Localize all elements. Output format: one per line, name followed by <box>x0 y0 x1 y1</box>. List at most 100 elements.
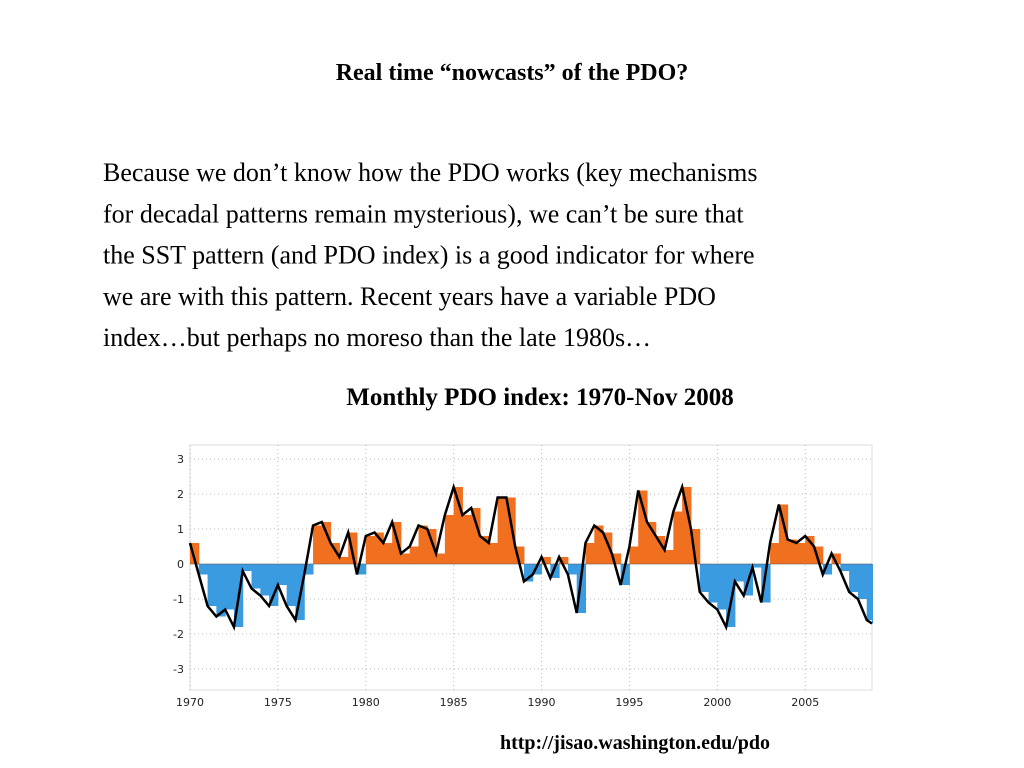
index-bar <box>242 564 253 571</box>
index-bar <box>480 536 490 564</box>
slide-title: Real time “nowcasts” of the PDO? <box>336 60 689 86</box>
index-bar <box>260 564 270 596</box>
index-bar <box>559 557 569 564</box>
y-tick-label: -2 <box>173 628 184 641</box>
index-bar <box>682 487 692 564</box>
index-bar <box>752 564 762 568</box>
index-bar <box>708 564 718 603</box>
index-bar <box>849 564 859 592</box>
index-bar <box>664 550 674 564</box>
source-url: http://jisao.washington.edu/pdo <box>500 732 770 754</box>
index-bar <box>541 557 551 564</box>
index-bar <box>770 543 780 564</box>
index-bar <box>207 564 217 606</box>
index-bar <box>444 515 455 564</box>
index-bar <box>699 564 710 592</box>
index-bar <box>840 564 850 571</box>
index-bar <box>523 564 534 582</box>
index-bar <box>655 536 666 564</box>
body-line: for decadal patterns remain mysterious),… <box>103 199 744 228</box>
index-bar <box>515 546 525 564</box>
index-bar <box>831 553 841 564</box>
index-bar <box>269 564 279 606</box>
index-bar <box>216 564 226 617</box>
index-bar <box>383 543 393 564</box>
y-tick-label: 0 <box>177 558 184 571</box>
index-bar <box>585 543 595 564</box>
body-line: the SST pattern (and PDO index) is a goo… <box>103 241 755 270</box>
index-bar <box>286 564 296 606</box>
body-line: Because we don’t know how the PDO works … <box>103 158 757 187</box>
index-bar <box>409 546 420 564</box>
index-bar <box>611 553 622 564</box>
index-bar <box>506 497 516 564</box>
index-bar <box>787 539 797 564</box>
index-bar <box>356 564 367 575</box>
index-bar <box>796 543 806 564</box>
x-tick-label: 1980 <box>352 696 380 709</box>
index-bar <box>190 543 200 564</box>
index-bar <box>638 490 648 564</box>
index-bar <box>488 543 499 564</box>
index-bar <box>813 546 824 564</box>
index-bar <box>427 529 437 564</box>
index-bar <box>734 564 745 582</box>
y-tick-label: 1 <box>177 523 184 536</box>
y-tick-label: 2 <box>177 488 184 501</box>
index-bar <box>857 564 868 599</box>
x-tick-label: 1975 <box>264 696 292 709</box>
index-bar <box>497 497 507 564</box>
y-tick-label: 3 <box>177 453 184 466</box>
index-bar <box>304 564 314 575</box>
x-tick-label: 1990 <box>528 696 556 709</box>
y-tick-label: -3 <box>173 663 184 676</box>
index-bar <box>321 522 332 564</box>
smoothed-line <box>188 482 873 632</box>
index-bar <box>717 564 727 610</box>
index-bar <box>872 564 873 624</box>
index-bar <box>647 522 657 564</box>
index-bar <box>805 536 815 564</box>
index-bar <box>330 543 340 564</box>
body-line: index…but perhaps no moreso than the lat… <box>103 323 651 352</box>
index-bar <box>348 532 358 564</box>
index-bar <box>453 487 463 564</box>
x-tick-label: 1985 <box>440 696 468 709</box>
index-bar <box>365 536 376 564</box>
index-bar <box>418 525 428 564</box>
index-bar <box>673 511 683 564</box>
index-bar <box>532 564 543 575</box>
index-bar <box>400 553 411 564</box>
index-bar <box>629 546 639 564</box>
x-tick-label: 2005 <box>791 696 819 709</box>
index-bar <box>690 529 701 564</box>
index-bar <box>726 564 736 627</box>
index-bar <box>374 532 384 564</box>
index-bar <box>277 564 288 585</box>
index-bar <box>198 564 209 575</box>
index-bar <box>778 504 789 564</box>
y-tick-label: -1 <box>173 593 184 606</box>
x-tick-label: 1970 <box>176 696 204 709</box>
chart-title: Monthly PDO index: 1970-Nov 2008 <box>346 384 734 411</box>
index-bar <box>576 564 586 613</box>
body-line: we are with this pattern. Recent years h… <box>103 282 716 311</box>
index-bar <box>550 564 560 578</box>
index-bar <box>313 525 323 564</box>
x-tick-label: 1995 <box>615 696 643 709</box>
index-bar <box>603 532 613 564</box>
index-bar <box>225 564 235 610</box>
index-bar <box>620 564 630 585</box>
x-tick-label: 2000 <box>703 696 731 709</box>
index-bar <box>761 564 771 603</box>
index-bar <box>436 553 446 564</box>
index-bar <box>251 564 261 589</box>
index-bar <box>339 557 349 564</box>
index-bar <box>822 564 833 575</box>
index-bar <box>462 515 472 564</box>
index-bar <box>866 564 873 620</box>
index-bar <box>471 508 481 564</box>
index-bar <box>567 564 578 575</box>
index-bar <box>594 525 604 564</box>
